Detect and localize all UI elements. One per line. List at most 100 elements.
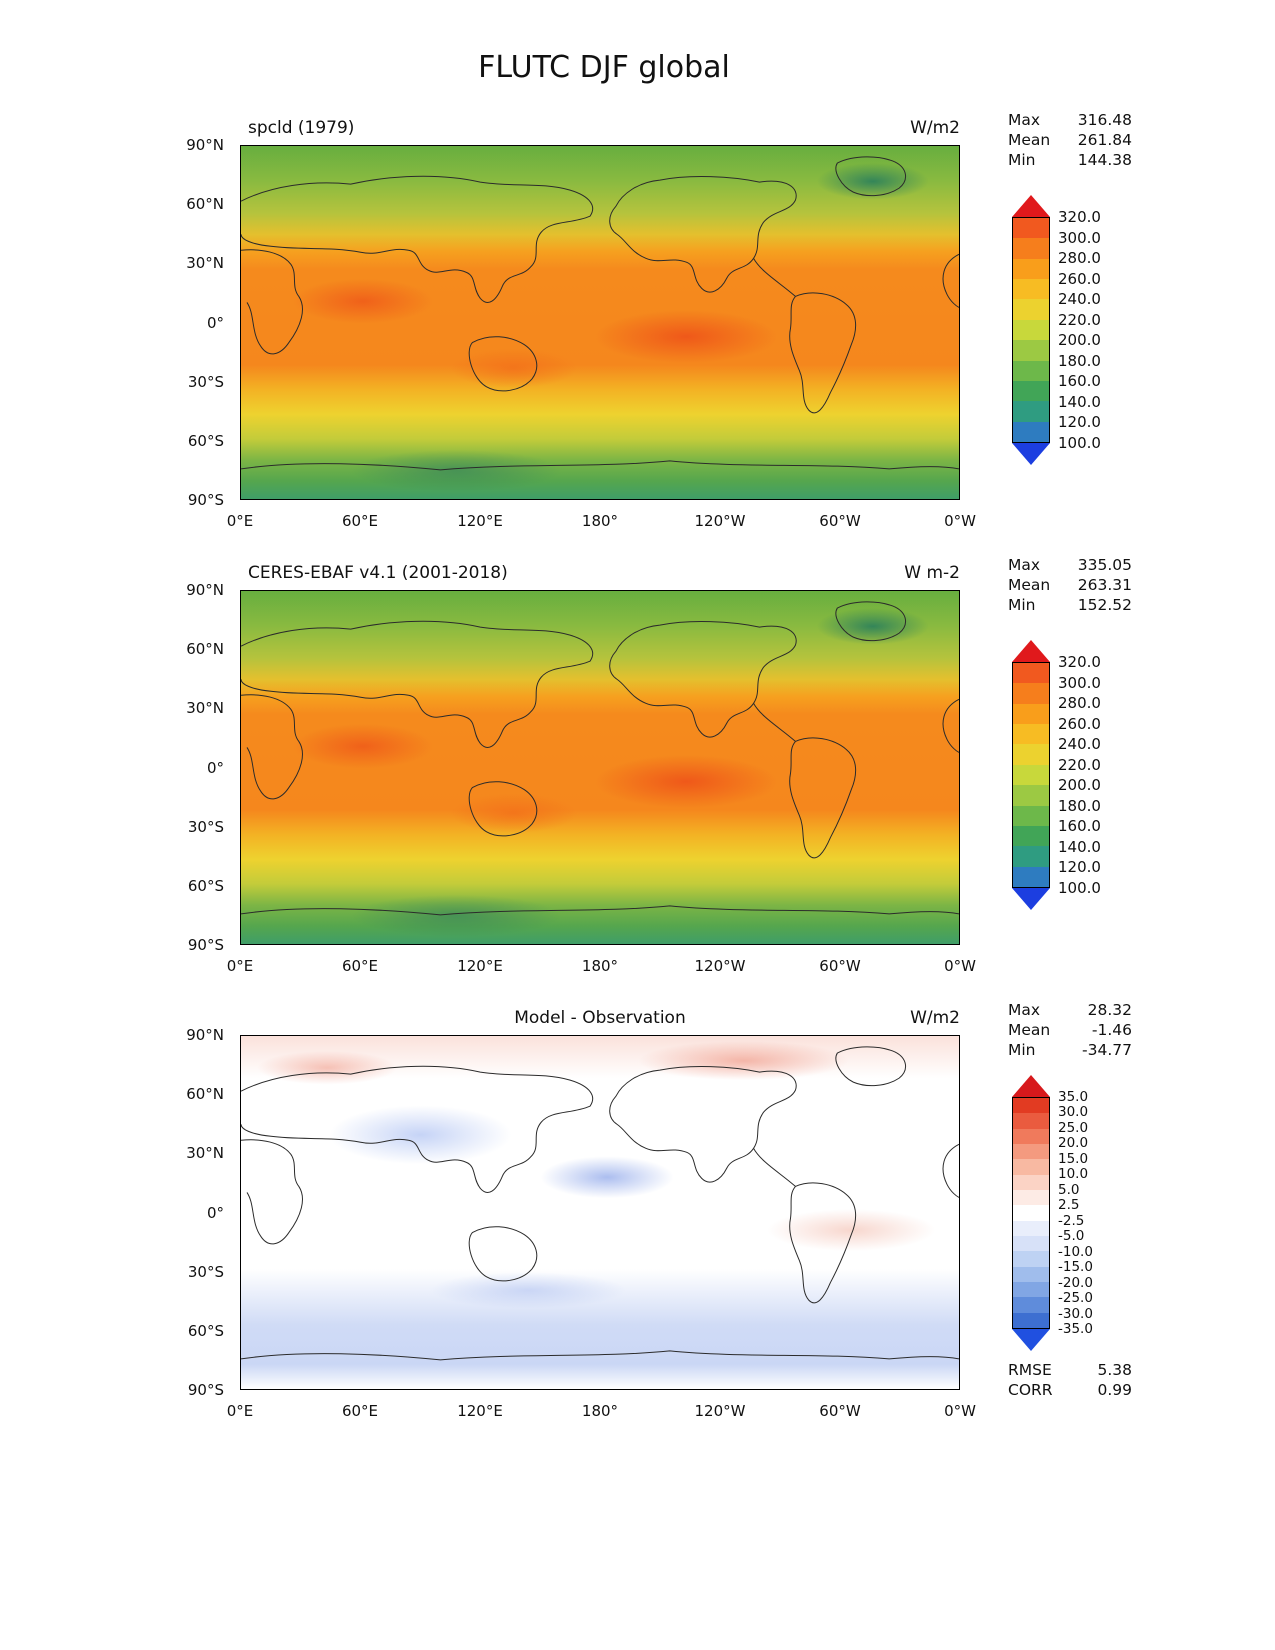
map-difference — [240, 1035, 960, 1390]
colorbar-tick-label: 160.0 — [1058, 817, 1101, 836]
stat-value: -34.77 — [1082, 1041, 1132, 1059]
panel-units-label: W/m2 — [910, 1008, 960, 1028]
stats-block: Max 335.05 Mean 263.31 Min 152.52 — [1008, 555, 1132, 615]
colorbar-tick-label: 140.0 — [1058, 392, 1101, 411]
lon-tick-label: 0°E — [226, 512, 254, 530]
lat-tick-label: 90°N — [186, 1026, 224, 1044]
lat-tick-label: 30°N — [186, 254, 224, 273]
stat-label: Mean — [1008, 576, 1051, 594]
colorbar-segment — [1013, 1098, 1049, 1114]
lat-tick-label: 60°S — [187, 431, 224, 450]
colorbar-tick-label: 100.0 — [1058, 434, 1101, 452]
panel-units-label: W/m2 — [910, 118, 960, 138]
colorbar-segment — [1013, 1189, 1049, 1206]
colorbar-segment — [1013, 1235, 1049, 1252]
colorbar-segment — [1013, 1205, 1049, 1221]
lon-tick-label: 60°E — [341, 512, 379, 530]
lat-tick-label: 30°S — [187, 1262, 224, 1281]
colorbar-tick-label: 180.0 — [1058, 351, 1101, 370]
figure-title: FLUTC DJF global — [478, 50, 730, 85]
lon-tick-label: 0°W — [944, 957, 976, 975]
panel-difference-map: Model - Observation W/m2 90°N 60°N 30°N 0° 3… — [0, 1000, 1275, 1445]
stat-value: 0.99 — [1097, 1381, 1132, 1399]
colorbar-segment — [1013, 218, 1049, 239]
lon-tick-label: 60°E — [341, 957, 379, 975]
lat-tick-label: 90°S — [187, 491, 224, 509]
lat-tick-label: 30°N — [186, 1144, 224, 1163]
stat-value: 28.32 — [1087, 1001, 1132, 1019]
colorbar-segment — [1013, 764, 1049, 786]
stat-label: Max — [1008, 556, 1041, 574]
stat-label: Mean — [1008, 1021, 1051, 1039]
colorbar-tick-label: 140.0 — [1058, 837, 1101, 856]
colorbar-segment — [1013, 1143, 1049, 1160]
colorbar: 320.0 300.0 280.0 260.0 240.0 220.0 200.0 180.0… — [1012, 195, 1101, 465]
colorbar-labels: 320.0 300.0 280.0 260.0 240.0 220.0 200.0 180.0… — [1058, 653, 1122, 897]
panel-header: spcld (1979) W/m2 — [240, 118, 960, 140]
colorbar-segment — [1013, 1128, 1049, 1144]
colorbar-tick-label: 220.0 — [1058, 755, 1101, 774]
panel-title: CERES-EBAF v4.1 (2001-2018) — [248, 563, 508, 583]
latitude-axis: 90°N 60°N 30°N 0° 30°S 60°S 90°S — [150, 581, 232, 954]
colorbar-arrow-bottom — [1012, 888, 1050, 910]
stat-row: Min -34.77 — [1008, 1040, 1132, 1060]
colorbar-tick-label: 30.0 — [1058, 1104, 1089, 1121]
stats-block: Max 28.32 Mean -1.46 Min -34.77 — [1008, 1000, 1132, 1060]
colorbar-tick-label: 240.0 — [1058, 735, 1101, 754]
colorbar-tick-label: -30.0 — [1058, 1305, 1093, 1322]
stat-label: RMSE — [1008, 1361, 1052, 1379]
colorbar-segment — [1013, 744, 1049, 765]
colorbar-tick-label: 300.0 — [1058, 228, 1101, 247]
lat-tick-label: 60°S — [187, 1321, 224, 1340]
colorbar-tick-label: -35.0 — [1058, 1321, 1093, 1337]
colorbar-body — [1012, 217, 1050, 443]
stat-label: CORR — [1008, 1381, 1053, 1399]
lon-tick-label: 120°W — [694, 512, 746, 530]
colorbar-segment — [1013, 238, 1049, 259]
stat-label: Min — [1008, 151, 1036, 169]
lat-tick-label: 0° — [206, 313, 224, 332]
colorbar-segment — [1013, 360, 1049, 381]
lon-tick-label: 120°W — [694, 957, 746, 975]
colorbar-tick-label: 5.0 — [1058, 1181, 1080, 1198]
lat-tick-label: 0° — [206, 1203, 224, 1222]
lat-tick-label: 90°N — [186, 136, 224, 154]
lon-tick-label: 0°W — [944, 512, 976, 530]
lat-tick-label: 30°S — [187, 817, 224, 836]
colorbar-tick-label: -15.0 — [1058, 1259, 1093, 1276]
colorbar-arrow-top — [1012, 1075, 1050, 1097]
lon-tick-label: 60°W — [819, 957, 861, 975]
stat-value: -1.46 — [1091, 1021, 1132, 1039]
lon-tick-label: 120°E — [457, 957, 503, 975]
lat-tick-label: 60°N — [186, 195, 224, 214]
colorbar-segment — [1013, 846, 1049, 867]
coastlines — [241, 1046, 959, 1361]
colorbar-segment — [1013, 380, 1049, 402]
colorbar-tick-label: 160.0 — [1058, 372, 1101, 391]
colorbar-segment — [1013, 1251, 1049, 1267]
stat-row: Min 144.38 — [1008, 150, 1132, 170]
colorbar-labels: 35.0 30.0 25.0 20.0 15.0 10.0 5.0 2.5 -2.5 -5.0 -1… — [1058, 1089, 1122, 1337]
colorbar-tick-label: 10.0 — [1058, 1166, 1089, 1183]
stat-value: 152.52 — [1077, 596, 1132, 614]
lat-tick-label: 30°S — [187, 372, 224, 391]
colorbar-tick-label: 240.0 — [1058, 290, 1101, 309]
stat-value: 263.31 — [1077, 576, 1132, 594]
colorbar-segment — [1013, 340, 1049, 361]
colorbar-body — [1012, 662, 1050, 888]
map-observation — [240, 590, 960, 945]
colorbar-tick-label: 300.0 — [1058, 673, 1101, 692]
stat-value: 335.05 — [1077, 556, 1132, 574]
colorbar-segment — [1013, 703, 1049, 725]
colorbar-segment — [1013, 299, 1049, 320]
colorbar-segment — [1013, 421, 1049, 442]
stat-value: 261.84 — [1077, 131, 1132, 149]
colorbar-tick-label: -10.0 — [1058, 1243, 1093, 1260]
panel-header: CERES-EBAF v4.1 (2001-2018) W m-2 — [240, 563, 960, 585]
stats-block: Max 316.48 Mean 261.84 Min 144.38 — [1008, 110, 1132, 170]
colorbar: 35.0 30.0 25.0 20.0 15.0 10.0 5.0 2.5 -2.5 -5.0 -1… — [1012, 1075, 1093, 1351]
map-model — [240, 145, 960, 500]
colorbar-segment — [1013, 1281, 1049, 1298]
colorbar-arrow-bottom — [1012, 1329, 1050, 1351]
stat-row: CORR 0.99 — [1008, 1380, 1132, 1400]
